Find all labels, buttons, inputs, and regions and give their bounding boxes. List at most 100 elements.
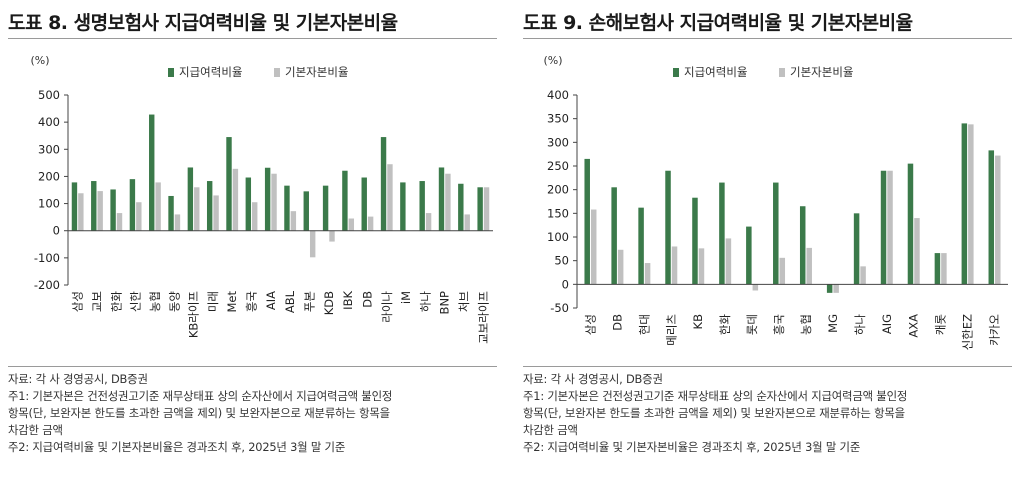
x-tick-label: 농협: [799, 314, 813, 335]
bar: [419, 181, 425, 231]
bar: [252, 202, 258, 231]
x-tick-label: DB: [610, 314, 624, 331]
bar: [174, 214, 181, 231]
x-tick-label: 하나: [853, 314, 867, 336]
x-tick-label: DB: [360, 291, 374, 308]
bar: [806, 247, 812, 285]
x-tick-label: 흥국: [772, 314, 786, 335]
bar: [988, 150, 995, 285]
bar: [611, 187, 617, 285]
legend-label: 기본자본비율: [790, 65, 853, 79]
y-tick-label: 50: [554, 254, 569, 268]
bar: [995, 155, 1001, 285]
x-tick-label: 흥국: [245, 291, 259, 312]
y-tick-label: 100: [547, 230, 569, 244]
bar: [638, 207, 644, 285]
x-tick-label: 미래: [206, 291, 220, 312]
bar: [826, 284, 833, 293]
x-tick-label: 메리츠: [664, 314, 678, 346]
bar: [348, 218, 355, 231]
bar: [213, 195, 219, 231]
bar: [464, 214, 470, 231]
bar: [380, 137, 387, 231]
x-tick-label: 교보: [90, 291, 104, 312]
bar: [698, 248, 705, 285]
legend-swatch: [779, 68, 785, 77]
x-tick-label: 한화: [109, 291, 123, 313]
bar: [445, 173, 451, 231]
x-tick-label: 푸본: [302, 291, 316, 312]
bar: [149, 114, 155, 231]
bar: [665, 170, 671, 285]
legend-label: 기본자본비율: [285, 65, 348, 79]
y-tick-label: 150: [547, 206, 569, 220]
bar: [719, 182, 725, 285]
x-tick-label: AIA: [264, 291, 278, 310]
x-tick-label: 하나: [418, 291, 432, 313]
bar: [187, 167, 194, 231]
bar: [226, 137, 232, 231]
bar: [245, 177, 252, 231]
legend-label: 지급여력비율: [179, 65, 242, 79]
bar: [941, 253, 947, 285]
x-tick-label: 삼성: [71, 291, 85, 312]
bar: [129, 179, 136, 231]
bar: [746, 226, 752, 285]
bar: [290, 211, 297, 231]
chart-panel-life-insurers: 도표 8. 생명보험사 지급여력비율 및 기본자본비율 (%) 지급여력비율 기본자…: [0, 0, 505, 486]
x-tick-label: 교보라이프: [476, 291, 490, 344]
x-tick-label: 캐롯: [934, 314, 948, 335]
footnote-1-cont: 항목(단, 보완자본 한도를 초과한 금액을 제외) 및 보완자본으로 재분류하…: [523, 406, 905, 420]
bar: [773, 182, 779, 285]
bar: [458, 183, 464, 231]
x-tick-label: Met: [225, 291, 239, 313]
bar: [264, 167, 271, 231]
bar: [799, 206, 806, 285]
bar: [907, 163, 914, 285]
bar: [309, 230, 316, 258]
bar: [779, 257, 786, 285]
title-divider: [523, 38, 1012, 39]
y-tick-label: 200: [38, 169, 60, 183]
bar: [136, 202, 142, 231]
chart-title: 도표 9. 손해보험사 지급여력비율 및 기본자본비율: [523, 12, 913, 34]
y-tick-label: -200: [34, 278, 60, 292]
bar: [367, 216, 374, 231]
footnote-1-cont: 차감한 금액: [523, 423, 578, 437]
bar-chart-life: (%) 지급여력비율 기본자본비율 -200 -100 0 100 200 300 400 500 삼…: [30, 54, 493, 344]
bar: [78, 193, 84, 231]
x-tick-label: 한화: [718, 314, 732, 336]
bar-chart-nonlife: (%) 지급여력비율 기본자본비율 -50 0 50 100 150 200 250 300 350 4…: [543, 54, 1008, 350]
x-tick-label: 신한EZ: [961, 314, 975, 350]
title-divider: [8, 38, 497, 39]
chart-title: 도표 8. 생명보험사 지급여력비율 및 기본자본비율: [8, 12, 398, 34]
y-unit-label: (%): [543, 54, 562, 67]
legend-label: 지급여력비율: [684, 65, 747, 79]
footnote-1: 주1: 기본자본은 건전성권고기준 재무상태표 상의 순자산에서 지급여력금액 …: [523, 389, 908, 403]
footnote-2: 주2: 지급여력비율 및 기본자본비율은 경과조치 후, 2025년 3월 말 …: [8, 440, 346, 454]
x-tick-label: KB라이프: [187, 291, 201, 338]
bar: [671, 246, 678, 285]
x-tick-label: KDB: [322, 291, 336, 315]
bar: [400, 182, 406, 231]
bar: [322, 185, 329, 231]
legend-swatch: [168, 68, 174, 77]
y-tick-label: 300: [38, 142, 60, 156]
bar: [853, 213, 860, 285]
chart-panel-nonlife-insurers: 도표 9. 손해보험사 지급여력비율 및 기본자본비율 (%) 지급여력비율 기본자…: [515, 0, 1020, 486]
bar: [692, 197, 698, 285]
y-tick-label: -50: [550, 301, 569, 315]
x-tick-label: 카카오: [988, 314, 1002, 346]
notes-divider: [8, 366, 497, 367]
bar: [860, 266, 866, 285]
bar: [425, 213, 432, 231]
bar: [271, 173, 277, 231]
x-tick-label: 삼성: [583, 314, 597, 335]
bar: [342, 170, 348, 231]
bar: [483, 187, 490, 231]
bar: [71, 182, 78, 231]
y-tick-label: 100: [38, 197, 60, 211]
bar: [303, 191, 309, 231]
bar: [206, 181, 213, 231]
bar: [155, 182, 161, 231]
